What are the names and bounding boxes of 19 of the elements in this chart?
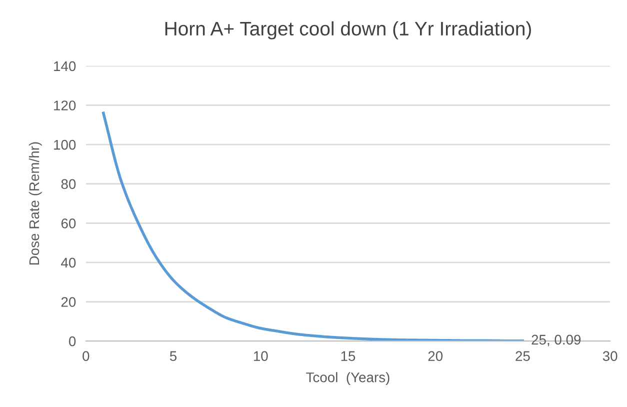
x-tick-label: 30 bbox=[602, 351, 618, 361]
x-tick-label: 20 bbox=[428, 351, 443, 361]
y-tick-label: 60 bbox=[61, 218, 76, 228]
annotation: 25, 0.09 bbox=[532, 334, 581, 346]
y-axis-title: Dose Rate (Rem/hr) bbox=[28, 142, 42, 264]
y-tick-label: 0 bbox=[68, 336, 76, 346]
x-tick-label: 0 bbox=[82, 351, 90, 361]
y-tick-label: 40 bbox=[61, 258, 76, 268]
y-tick-label: 140 bbox=[54, 61, 76, 72]
x-axis-title: Tcool (Years) bbox=[306, 372, 390, 386]
chart-title: Horn A+ Target cool down (1 Yr Irradiation) bbox=[165, 21, 531, 40]
x-tick-label: 15 bbox=[341, 351, 356, 361]
x-tick-label: 10 bbox=[254, 351, 268, 361]
x-tick-label: 25 bbox=[516, 351, 530, 361]
y-tick-label: 100 bbox=[54, 140, 76, 150]
x-tick-label: 5 bbox=[170, 351, 177, 361]
y-tick-label: 80 bbox=[61, 179, 76, 190]
y-tick-label: 120 bbox=[54, 100, 76, 110]
y-tick-label: 20 bbox=[61, 297, 76, 307]
